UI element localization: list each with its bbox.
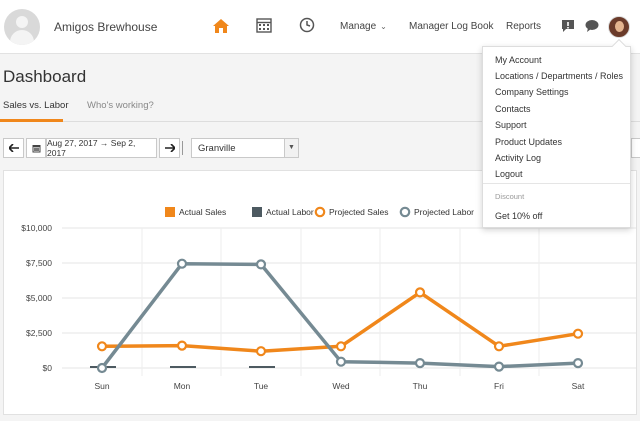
series-line (100, 261, 579, 370)
menu-item-contacts[interactable]: Contacts (495, 104, 531, 114)
data-point (176, 258, 188, 269)
location-select[interactable]: Granville ▼ (191, 138, 299, 158)
bar-mark (170, 366, 196, 368)
sales-vs-labor-chart-card: $0 $2,500 $5,000 $7,500 $10,000 Sun Mon Tue Wed T… (3, 170, 637, 415)
avatar-body-shape (10, 30, 34, 45)
data-point (572, 358, 584, 369)
x-tick-label: Mon (174, 381, 191, 391)
tab-whos-working[interactable]: Who's working? (87, 100, 154, 111)
data-point (414, 358, 426, 369)
y-tick-label: $2,500 (26, 328, 52, 338)
legend-label: Actual Sales (179, 207, 226, 217)
calendar-grid-icon[interactable] (255, 16, 275, 36)
tab-sales-vs-labor[interactable]: Sales vs. Labor (3, 100, 69, 111)
x-tick-label: Wed (332, 381, 350, 391)
menu-section-discount: Discount (495, 192, 525, 201)
next-week-button[interactable] (159, 138, 180, 158)
user-avatar[interactable] (608, 16, 630, 38)
reports-link[interactable]: Reports (506, 21, 542, 32)
clock-icon[interactable] (298, 16, 318, 36)
active-tab-indicator (0, 119, 63, 122)
chat-bubble-icon[interactable] (584, 18, 604, 38)
arrow-right-icon (164, 144, 175, 152)
page-title: Dashboard (3, 67, 87, 86)
home-icon[interactable] (211, 16, 231, 36)
x-tick-label: Thu (413, 381, 428, 391)
data-point (335, 356, 347, 367)
y-tick-label: $7,500 (26, 258, 52, 268)
company-avatar[interactable] (4, 9, 40, 45)
previous-week-button[interactable] (3, 138, 24, 158)
legend-marker (314, 206, 326, 218)
location-select-value: Granville (198, 143, 236, 154)
data-point (493, 341, 505, 352)
data-point (493, 361, 505, 372)
bar-mark (249, 366, 275, 368)
menu-item-company-settings[interactable]: Company Settings (495, 87, 569, 97)
dashboard-tabs: Sales vs. Labor Who's working? (0, 96, 640, 122)
y-tick-label: $0 (43, 363, 53, 373)
alert-icon[interactable] (560, 18, 580, 38)
data-point (255, 259, 267, 270)
x-tick-label: Fri (494, 381, 504, 391)
data-point (96, 362, 108, 374)
y-tick-label: $10,000 (21, 223, 52, 233)
menu-item-logout[interactable]: Logout (495, 169, 523, 179)
date-range-display[interactable]: Aug 27, 2017 → Sep 2, 2017 (46, 138, 157, 158)
select-caret-icon: ▼ (284, 139, 298, 157)
data-point (572, 328, 584, 339)
data-point (255, 346, 267, 357)
manage-menu[interactable]: Manage ⌄ (340, 21, 387, 32)
calendar-icon (32, 144, 40, 152)
toolbar-divider (182, 141, 183, 155)
legend-label: Projected Labor (414, 207, 474, 217)
data-point (414, 287, 426, 298)
menu-item-support[interactable]: Support (495, 120, 527, 130)
y-tick-label: $5,000 (26, 293, 52, 303)
avatar-head-shape (16, 16, 28, 28)
legend-swatch (252, 207, 262, 217)
manager-log-book-link[interactable]: Manager Log Book (409, 21, 494, 32)
menu-item-my-account[interactable]: My Account (495, 55, 542, 65)
menu-item-locations-departments-roles[interactable]: Locations / Departments / Roles (495, 71, 624, 81)
chevron-down-icon: ⌄ (380, 22, 387, 31)
arrow-left-icon (8, 144, 19, 152)
user-avatar-face (615, 21, 624, 32)
menu-divider (483, 183, 630, 184)
menu-item-activity-log[interactable]: Activity Log (495, 153, 542, 163)
data-point (176, 340, 188, 351)
manage-label: Manage (340, 21, 377, 32)
legend-marker (399, 206, 411, 218)
menu-item-product-updates[interactable]: Product Updates (495, 137, 563, 147)
x-tick-label: Sun (94, 381, 109, 391)
x-tick-label: Tue (254, 381, 269, 391)
legend-label: Actual Labor (266, 207, 314, 217)
data-point (335, 341, 347, 352)
sales-vs-labor-chart: $0 $2,500 $5,000 $7,500 $10,000 Sun Mon Tue Wed T… (21, 206, 636, 391)
data-point (96, 341, 108, 352)
calendar-picker-button[interactable] (26, 138, 46, 158)
top-navbar: Amigos Brewhouse Manage ⌄ Manager Log Boo… (0, 0, 640, 54)
company-name[interactable]: Amigos Brewhouse (54, 20, 158, 34)
menu-item-get-discount[interactable]: Get 10% off (495, 211, 543, 221)
legend-label: Projected Sales (329, 207, 389, 217)
toolbar-extra-button[interactable] (631, 138, 640, 158)
account-dropdown-menu: My Account Locations / Departments / Rol… (482, 38, 631, 228)
legend-swatch (165, 207, 175, 217)
x-tick-label: Sat (572, 381, 585, 391)
